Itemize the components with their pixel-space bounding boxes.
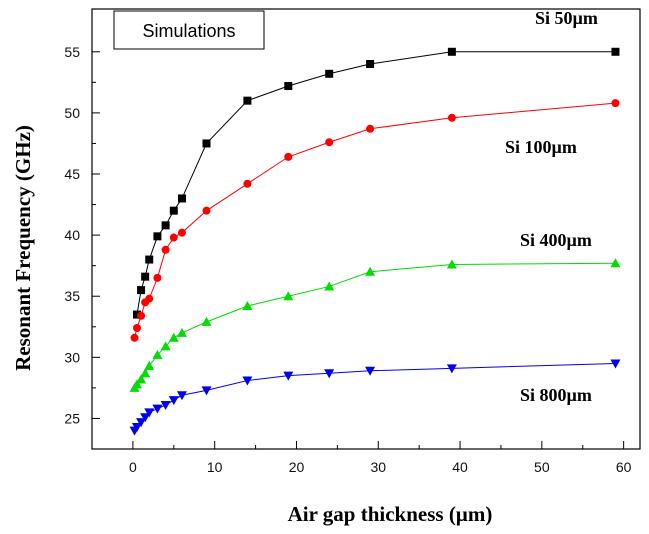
data-point — [324, 281, 335, 291]
data-point — [201, 316, 212, 326]
data-point — [365, 266, 376, 276]
data-point — [160, 341, 171, 351]
y-tick-label: 45 — [64, 166, 80, 182]
data-point — [169, 233, 178, 242]
data-point — [243, 179, 252, 188]
data-point — [137, 286, 146, 295]
series-label-si-800: Si 800µm — [520, 385, 592, 405]
data-point — [132, 324, 141, 332]
y-tick-label: 40 — [64, 227, 80, 243]
x-tick-label: 20 — [289, 459, 305, 475]
data-point — [152, 404, 163, 414]
data-point — [202, 206, 211, 215]
data-point — [137, 311, 146, 320]
x-tick-label: 40 — [452, 459, 468, 475]
data-point — [446, 259, 457, 269]
legend-frame — [113, 10, 265, 50]
data-point — [283, 371, 294, 381]
data-point — [140, 368, 151, 378]
data-point — [168, 396, 179, 406]
y-axis-ticks: 25 30 35 40 45 50 55 — [64, 44, 100, 426]
data-point — [242, 301, 253, 310]
data-point — [284, 152, 293, 161]
y-axis-title: Resonant Frequency (GHz) — [11, 125, 35, 371]
data-point — [611, 47, 620, 56]
series-line-0 — [136, 51, 616, 315]
data-point — [152, 349, 163, 359]
data-point — [140, 413, 151, 423]
data-point — [161, 245, 170, 254]
data-point — [365, 366, 376, 376]
data-point — [325, 138, 334, 147]
series-layer — [129, 47, 621, 436]
y-tick-label: 35 — [64, 288, 80, 304]
data-point — [243, 96, 252, 105]
data-point — [202, 139, 211, 148]
data-point — [144, 408, 155, 418]
data-point — [160, 401, 171, 410]
data-point — [177, 228, 186, 237]
data-point — [284, 82, 293, 90]
data-point — [145, 294, 154, 303]
series-label-si-50: Si 50µm — [535, 8, 598, 28]
annotation-simulations: Simulations — [142, 21, 235, 41]
series-line-1 — [134, 102, 616, 338]
data-point — [176, 327, 187, 337]
data-point — [136, 374, 147, 384]
data-point — [168, 332, 179, 342]
x-tick-label: 50 — [534, 459, 550, 475]
data-point — [136, 418, 147, 428]
x-tick-label: 60 — [616, 459, 632, 475]
y-tick-label: 30 — [64, 349, 80, 365]
y-tick-label: 50 — [64, 105, 80, 121]
x-axis-title: Air gap thickness (µm) — [288, 502, 493, 526]
legend-box: Simulations — [113, 10, 265, 50]
data-point — [610, 359, 621, 369]
data-point — [131, 423, 142, 432]
data-point — [446, 364, 457, 374]
data-point — [130, 333, 139, 342]
y-tick-label: 25 — [64, 410, 80, 426]
data-point — [242, 376, 253, 386]
data-point — [144, 360, 155, 370]
plot-frame — [91, 8, 641, 450]
data-point — [611, 99, 620, 108]
data-point — [325, 69, 334, 78]
series-labels: Si 50µm Si 100µm Si 400µm Si 800µm — [505, 8, 598, 405]
data-point — [153, 232, 162, 241]
data-point — [169, 206, 178, 215]
data-point — [177, 194, 186, 203]
x-axis-ticks: 0 10 20 30 40 50 60 — [129, 441, 632, 475]
x-tick-label: 10 — [207, 459, 223, 475]
data-point — [366, 124, 375, 133]
data-point — [132, 310, 141, 319]
data-point — [283, 291, 294, 301]
data-point — [153, 273, 162, 282]
data-point — [131, 379, 142, 389]
data-point — [447, 113, 456, 122]
data-point — [447, 47, 456, 56]
series-label-si-400: Si 400µm — [520, 230, 592, 250]
data-point — [161, 221, 170, 230]
series-label-si-100: Si 100µm — [505, 137, 577, 157]
data-point — [610, 258, 621, 268]
x-tick-label: 30 — [370, 459, 386, 475]
data-point — [176, 391, 187, 401]
x-tick-label: 0 — [129, 459, 137, 475]
data-point — [201, 386, 212, 396]
data-point — [366, 60, 375, 68]
data-point — [324, 369, 335, 379]
data-point — [141, 272, 150, 281]
y-tick-label: 55 — [64, 44, 80, 60]
data-point — [145, 255, 154, 264]
